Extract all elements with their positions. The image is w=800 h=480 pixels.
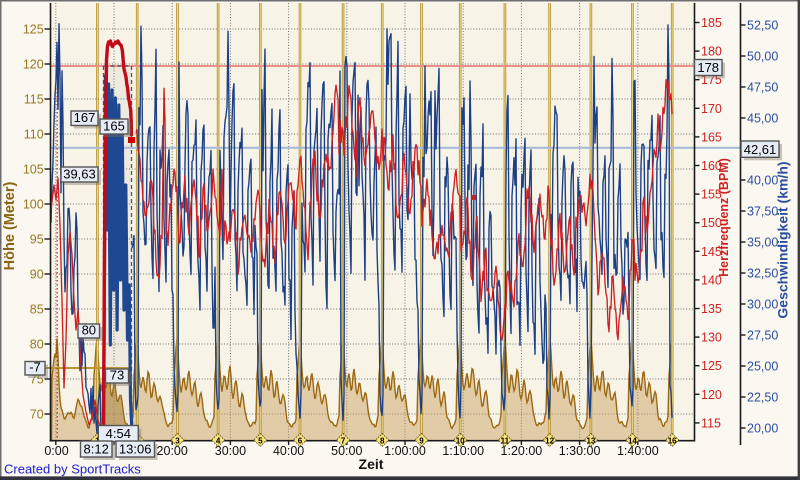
svg-text:1:20:00: 1:20:00 <box>501 444 543 458</box>
svg-text:80: 80 <box>82 323 96 338</box>
svg-text:165: 165 <box>701 130 722 144</box>
svg-text:140: 140 <box>701 273 722 287</box>
svg-text:10: 10 <box>456 436 465 445</box>
svg-text:40,00: 40,00 <box>747 174 778 188</box>
svg-text:20:00: 20:00 <box>157 444 188 458</box>
svg-text:75: 75 <box>30 373 44 387</box>
svg-text:145: 145 <box>701 245 722 259</box>
svg-text:80: 80 <box>30 338 44 352</box>
svg-text:1:40:00: 1:40:00 <box>617 444 659 458</box>
svg-text:90: 90 <box>30 268 44 282</box>
svg-text:7: 7 <box>341 436 346 445</box>
svg-text:22,50: 22,50 <box>747 391 778 405</box>
svg-text:160: 160 <box>701 159 722 173</box>
svg-text:8:12: 8:12 <box>84 442 109 457</box>
svg-text:4: 4 <box>216 436 221 445</box>
svg-text:Geschwindigkeit (km/h): Geschwindigkeit (km/h) <box>775 161 791 318</box>
svg-text:0:00: 0:00 <box>44 444 68 458</box>
svg-text:8: 8 <box>380 436 385 445</box>
svg-text:3: 3 <box>175 436 180 445</box>
svg-text:85: 85 <box>30 303 44 317</box>
svg-text:178: 178 <box>697 60 719 75</box>
svg-text:1:00:00: 1:00:00 <box>384 444 426 458</box>
svg-text:155: 155 <box>701 188 722 202</box>
svg-text:125: 125 <box>701 359 722 373</box>
svg-text:115: 115 <box>24 93 44 107</box>
svg-text:167: 167 <box>74 110 96 125</box>
svg-text:170: 170 <box>701 102 722 116</box>
svg-text:130: 130 <box>701 331 722 345</box>
svg-text:14: 14 <box>628 436 637 445</box>
svg-text:52,50: 52,50 <box>747 19 778 33</box>
svg-text:9: 9 <box>419 436 424 445</box>
svg-text:95: 95 <box>30 233 44 247</box>
svg-text:11: 11 <box>501 436 510 445</box>
svg-text:165: 165 <box>103 119 125 134</box>
svg-text:13: 13 <box>586 436 595 445</box>
svg-text:32,50: 32,50 <box>747 267 778 281</box>
svg-text:105: 105 <box>23 163 44 177</box>
svg-text:Created by SportTracks: Created by SportTracks <box>4 462 141 477</box>
svg-text:120: 120 <box>23 58 44 72</box>
svg-text:150: 150 <box>701 216 722 230</box>
svg-text:70: 70 <box>30 408 44 422</box>
svg-text:42,61: 42,61 <box>744 142 777 157</box>
svg-text:20,00: 20,00 <box>747 422 778 436</box>
svg-text:6: 6 <box>298 436 303 445</box>
svg-text:Herzfrequenz (BPM): Herzfrequenz (BPM) <box>717 158 731 277</box>
svg-text:30,00: 30,00 <box>747 298 778 312</box>
svg-text:13:06: 13:06 <box>119 442 152 457</box>
svg-text:1:30:00: 1:30:00 <box>559 444 601 458</box>
svg-text:175: 175 <box>701 73 722 87</box>
svg-text:125: 125 <box>23 23 44 37</box>
svg-text:180: 180 <box>701 45 722 59</box>
svg-text:25,00: 25,00 <box>747 360 778 374</box>
svg-text:100: 100 <box>23 198 44 212</box>
svg-text:4:54: 4:54 <box>106 426 131 441</box>
svg-text:115: 115 <box>701 416 721 430</box>
svg-text:-7: -7 <box>29 360 41 375</box>
svg-text:30:00: 30:00 <box>215 444 246 458</box>
svg-text:16: 16 <box>668 436 677 445</box>
svg-text:110: 110 <box>24 128 44 142</box>
svg-text:50,00: 50,00 <box>747 50 778 64</box>
svg-text:73: 73 <box>110 368 124 383</box>
svg-text:39,63: 39,63 <box>63 167 96 182</box>
svg-text:45,00: 45,00 <box>747 112 778 126</box>
svg-text:135: 135 <box>701 302 722 316</box>
svg-text:35,00: 35,00 <box>747 236 778 250</box>
svg-text:1:10:00: 1:10:00 <box>442 444 484 458</box>
svg-text:50:00: 50:00 <box>331 444 362 458</box>
svg-text:37,50: 37,50 <box>747 205 778 219</box>
svg-text:40:00: 40:00 <box>273 444 304 458</box>
svg-text:Zeit: Zeit <box>359 456 384 472</box>
svg-text:5: 5 <box>258 436 263 445</box>
svg-text:27,50: 27,50 <box>747 329 778 343</box>
svg-text:12: 12 <box>545 436 554 445</box>
svg-text:Höhe (Meter): Höhe (Meter) <box>2 182 18 271</box>
svg-text:47,50: 47,50 <box>747 81 778 95</box>
svg-text:120: 120 <box>701 388 722 402</box>
svg-text:185: 185 <box>701 16 722 30</box>
